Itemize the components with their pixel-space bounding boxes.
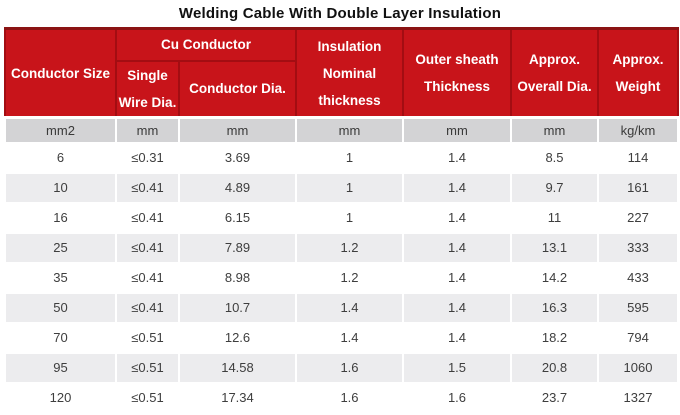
table-cell: 1.4 (402, 321, 512, 354)
table-cell: ≤0.41 (115, 171, 180, 204)
table-cell: 1.5 (402, 351, 512, 384)
table-cell: 161 (597, 171, 679, 204)
table-cell: 13.1 (510, 231, 599, 264)
table-cell: 1.6 (295, 381, 404, 414)
table-row: 70 ≤0.51 12.6 1.4 1.4 18.2 794 (4, 321, 679, 354)
table-cell: ≤0.51 (115, 351, 180, 384)
welding-cable-spec-table: Conductor Size Cu Conductor Insulation N… (4, 27, 679, 414)
table-cell: 595 (597, 291, 679, 324)
table-cell: 333 (597, 231, 679, 264)
table-cell: 1.4 (295, 291, 404, 324)
table-cell: 7.89 (178, 231, 297, 264)
table-cell: 8.5 (510, 141, 599, 174)
page-title: Welding Cable With Double Layer Insulati… (178, 5, 502, 22)
table-cell: 1.4 (402, 201, 512, 234)
unit-cell: mm (510, 116, 599, 144)
table-cell: 35 (4, 261, 117, 294)
table-cell: 9.7 (510, 171, 599, 204)
table-cell: 18.2 (510, 321, 599, 354)
table-cell: 1.4 (402, 141, 512, 174)
table-cell: 120 (4, 381, 117, 414)
table-cell: 95 (4, 351, 117, 384)
table-cell: 1327 (597, 381, 679, 414)
table-cell: 1.6 (402, 381, 512, 414)
units-row: mm2 mm mm mm mm mm kg/km (4, 116, 679, 144)
header-row-2: Single Wire Dia. Conductor Dia. (5, 59, 678, 119)
table-row: 25 ≤0.41 7.89 1.2 1.4 13.1 333 (4, 231, 679, 264)
header-cu-conductor: Cu Conductor (115, 27, 297, 62)
table-body: mm2 mm mm mm mm mm kg/km 6 ≤0.31 3.69 1 … (4, 116, 679, 414)
header-insulation-nominal-thickness: Insulation Nominal thickness (295, 27, 404, 119)
table-row: 95 ≤0.51 14.58 1.6 1.5 20.8 1060 (4, 351, 679, 384)
table-cell: 10.7 (178, 291, 297, 324)
table-cell: 1.6 (295, 351, 404, 384)
table-cell: 1 (295, 141, 404, 174)
unit-cell: kg/km (597, 116, 679, 144)
table-cell: 70 (4, 321, 117, 354)
table-cell: 1.2 (295, 261, 404, 294)
header-conductor-dia: Conductor Dia. (178, 59, 297, 119)
table-cell: 3.69 (178, 141, 297, 174)
table-cell: 4.89 (178, 171, 297, 204)
table-cell: 1.4 (402, 171, 512, 204)
table-cell: 12.6 (178, 321, 297, 354)
unit-cell: mm2 (4, 116, 117, 144)
table-cell: 25 (4, 231, 117, 264)
header-outer-sheath-thickness: Outer sheath Thickness (402, 27, 512, 119)
table-cell: 1.4 (295, 321, 404, 354)
unit-cell: mm (295, 116, 404, 144)
table-cell: 10 (4, 171, 117, 204)
table-row: 6 ≤0.31 3.69 1 1.4 8.5 114 (4, 141, 679, 174)
table-cell: 6 (4, 141, 117, 174)
table-cell: 11 (510, 201, 599, 234)
table-row: 16 ≤0.41 6.15 1 1.4 11 227 (4, 201, 679, 234)
table-cell: ≤0.51 (115, 381, 180, 414)
table-cell: 1060 (597, 351, 679, 384)
table-cell: 50 (4, 291, 117, 324)
table-cell: 114 (597, 141, 679, 174)
table-cell: 227 (597, 201, 679, 234)
table-cell: 1.2 (295, 231, 404, 264)
unit-cell: mm (115, 116, 180, 144)
table-cell: ≤0.41 (115, 231, 180, 264)
table-cell: 23.7 (510, 381, 599, 414)
table-cell: 20.8 (510, 351, 599, 384)
table-cell: ≤0.41 (115, 261, 180, 294)
table-cell: 1 (295, 171, 404, 204)
table-cell: 1.4 (402, 261, 512, 294)
table-row: 35 ≤0.41 8.98 1.2 1.4 14.2 433 (4, 261, 679, 294)
header-row-1: Conductor Size Cu Conductor Insulation N… (4, 27, 679, 119)
header-single-wire-dia: Single Wire Dia. (115, 59, 180, 119)
table-cell: 1.4 (402, 231, 512, 264)
table-cell: 16 (4, 201, 117, 234)
header-approx-weight: Approx. Weight (597, 27, 679, 119)
table-cell: 1 (295, 201, 404, 234)
table-cell: ≤0.41 (115, 291, 180, 324)
table-cell: 794 (597, 321, 679, 354)
table-row: 10 ≤0.41 4.89 1 1.4 9.7 161 (4, 171, 679, 204)
table-cell: 16.3 (510, 291, 599, 324)
header-approx-overall-dia: Approx. Overall Dia. (510, 27, 599, 119)
table-cell: 14.2 (510, 261, 599, 294)
unit-cell: mm (402, 116, 512, 144)
table-cell: ≤0.31 (115, 141, 180, 174)
table-cell: ≤0.41 (115, 201, 180, 234)
table-cell: 8.98 (178, 261, 297, 294)
table-row: 120 ≤0.51 17.34 1.6 1.6 23.7 1327 (4, 381, 679, 414)
table-row: 50 ≤0.41 10.7 1.4 1.4 16.3 595 (4, 291, 679, 324)
header-conductor-size: Conductor Size (4, 27, 117, 119)
table-cell: 17.34 (178, 381, 297, 414)
table-cell: 1.4 (402, 291, 512, 324)
table-cell: 433 (597, 261, 679, 294)
table-cell: 6.15 (178, 201, 297, 234)
unit-cell: mm (178, 116, 297, 144)
table-cell: 14.58 (178, 351, 297, 384)
table-header: Conductor Size Cu Conductor Insulation N… (4, 27, 679, 119)
table-cell: ≤0.51 (115, 321, 180, 354)
